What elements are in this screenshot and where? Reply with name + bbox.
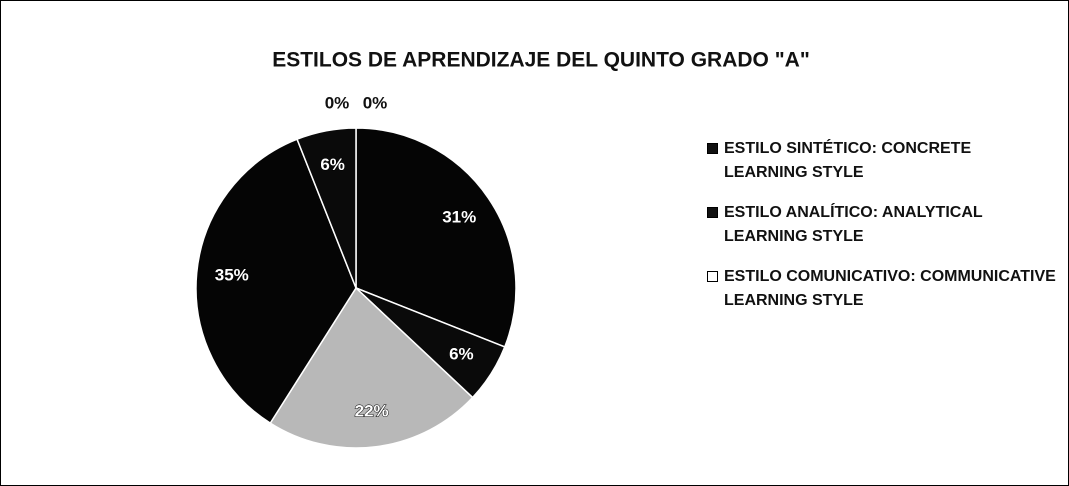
data-label: 6% [320, 155, 345, 174]
pie-slice [296, 127, 357, 289]
pie-slice [355, 127, 517, 348]
pie-slice [195, 138, 357, 425]
legend-item: ESTILO COMUNICATIVO: COMMUNICATIVE LEARN… [707, 265, 1057, 313]
data-label: 6% [449, 344, 474, 363]
legend-swatch [707, 271, 718, 282]
data-label: 35% [215, 266, 249, 285]
legend-swatch [707, 143, 718, 154]
legend-item: ESTILO SINTÉTICO: CONCRETE LEARNING STYL… [707, 137, 1057, 185]
legend: ESTILO SINTÉTICO: CONCRETE LEARNING STYL… [707, 137, 1057, 329]
data-label: 0% [363, 93, 388, 112]
legend-swatch [707, 207, 718, 218]
legend-label: ESTILO COMUNICATIVO: COMMUNICATIVE LEARN… [724, 268, 1056, 309]
legend-label: ESTILO ANALÍTICO: ANALYTICAL LEARNING ST… [724, 204, 983, 245]
data-label: 0% [325, 93, 350, 112]
chart-title: ESTILOS DE APRENDIZAJE DEL QUINTO GRADO … [272, 49, 810, 72]
pie-slice [269, 286, 474, 449]
legend-label: ESTILO SINTÉTICO: CONCRETE LEARNING STYL… [724, 140, 972, 181]
data-label: 22% [355, 401, 389, 420]
legend-item: ESTILO ANALÍTICO: ANALYTICAL LEARNING ST… [707, 201, 1057, 249]
data-label: 31% [442, 207, 476, 226]
